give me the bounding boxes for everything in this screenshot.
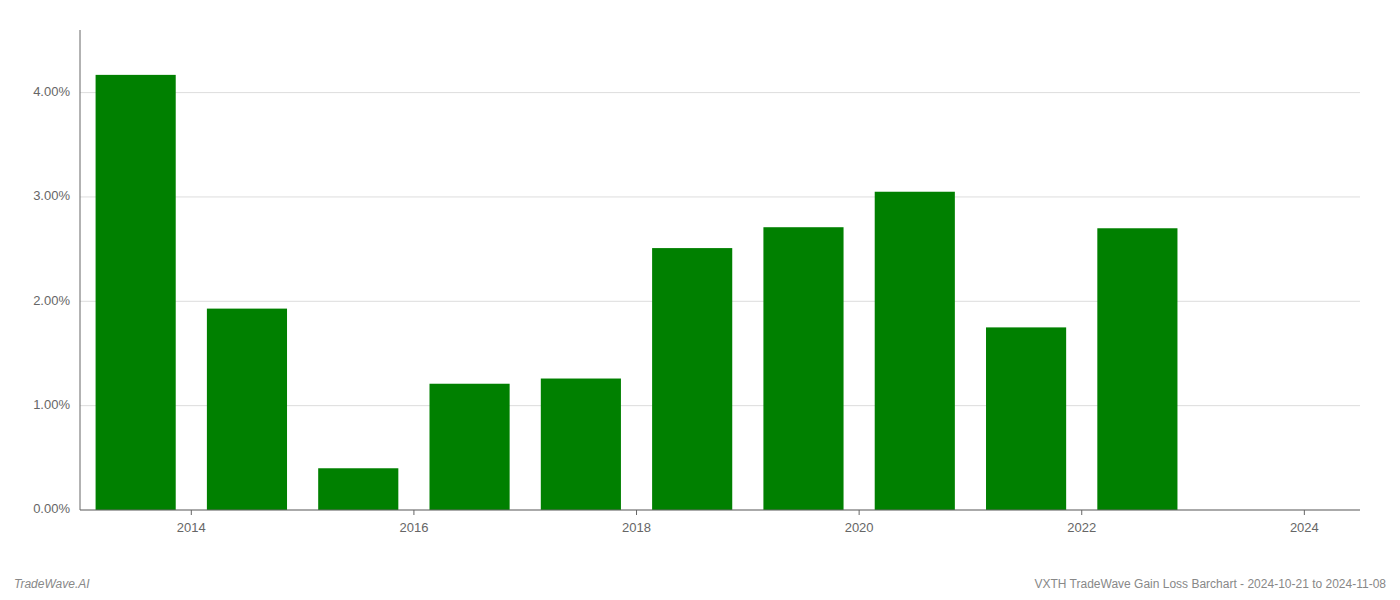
x-tick (1081, 510, 1082, 515)
bar (986, 327, 1066, 510)
x-tick-label: 2020 (845, 520, 874, 535)
bar (96, 75, 176, 510)
chart: 0.00% 1.00% 2.00% 3.00% 4.00% 2014 2016 2018 202… (0, 0, 1400, 600)
x-tick (1304, 510, 1305, 515)
x-tick-label: 2016 (399, 520, 428, 535)
grid-line (80, 196, 1360, 197)
x-tick (413, 510, 414, 515)
grid (80, 93, 1360, 510)
footer-right: VXTH TradeWave Gain Loss Barchart - 2024… (1034, 577, 1386, 591)
x-tick (636, 510, 637, 515)
bar (429, 384, 509, 510)
grid-line (80, 92, 1360, 93)
x-tick (191, 510, 192, 515)
x-tick-label: 2024 (1290, 520, 1319, 535)
bar (875, 192, 955, 510)
bar (763, 227, 843, 510)
y-tick-label: 0.00% (33, 501, 70, 516)
y-tick-label: 1.00% (33, 397, 70, 412)
x-axis-line (80, 510, 1360, 511)
bar (318, 468, 398, 510)
grid-line (80, 510, 1360, 511)
bar (541, 379, 621, 510)
bar (1097, 228, 1177, 510)
footer-left: TradeWave.AI (14, 577, 90, 591)
x-tick-label: 2018 (622, 520, 651, 535)
x-tick (859, 510, 860, 515)
y-tick-label: 4.00% (33, 84, 70, 99)
x-tick-label: 2022 (1067, 520, 1096, 535)
y-axis-line (80, 30, 81, 510)
bar (652, 248, 732, 510)
bars (96, 75, 1178, 510)
y-tick-label: 2.00% (33, 293, 70, 308)
bar (207, 309, 287, 510)
x-tick-label: 2014 (177, 520, 206, 535)
y-tick-label: 3.00% (33, 188, 70, 203)
